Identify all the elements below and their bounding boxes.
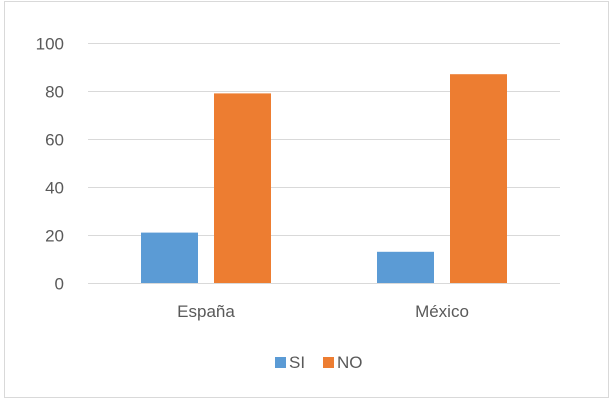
legend: SI NO — [275, 353, 363, 372]
x-axis-category-labels: España México — [177, 302, 469, 321]
y-tick-label: 40 — [45, 179, 64, 198]
x-category-label: México — [415, 302, 469, 321]
chart-border — [4, 1, 609, 398]
bar-si-0 — [141, 232, 198, 283]
legend-swatch-no — [323, 357, 334, 368]
y-tick-label: 0 — [55, 275, 64, 294]
legend-swatch-si — [275, 357, 286, 368]
bar-no-0 — [214, 93, 271, 284]
y-tick-label: 100 — [36, 35, 64, 54]
chart-outline — [4, 1, 609, 398]
y-tick-label: 20 — [45, 227, 64, 246]
bar-si-1 — [377, 251, 434, 283]
legend-label-no: NO — [337, 353, 363, 372]
y-tick-label: 80 — [45, 83, 64, 102]
y-tick-label: 60 — [45, 131, 64, 150]
bar-no-1 — [450, 74, 507, 283]
legend-label-si: SI — [289, 353, 305, 372]
x-category-label: España — [177, 302, 235, 321]
bars — [141, 74, 507, 284]
y-axis-tick-labels: 0 20 40 60 80 100 — [36, 35, 64, 294]
